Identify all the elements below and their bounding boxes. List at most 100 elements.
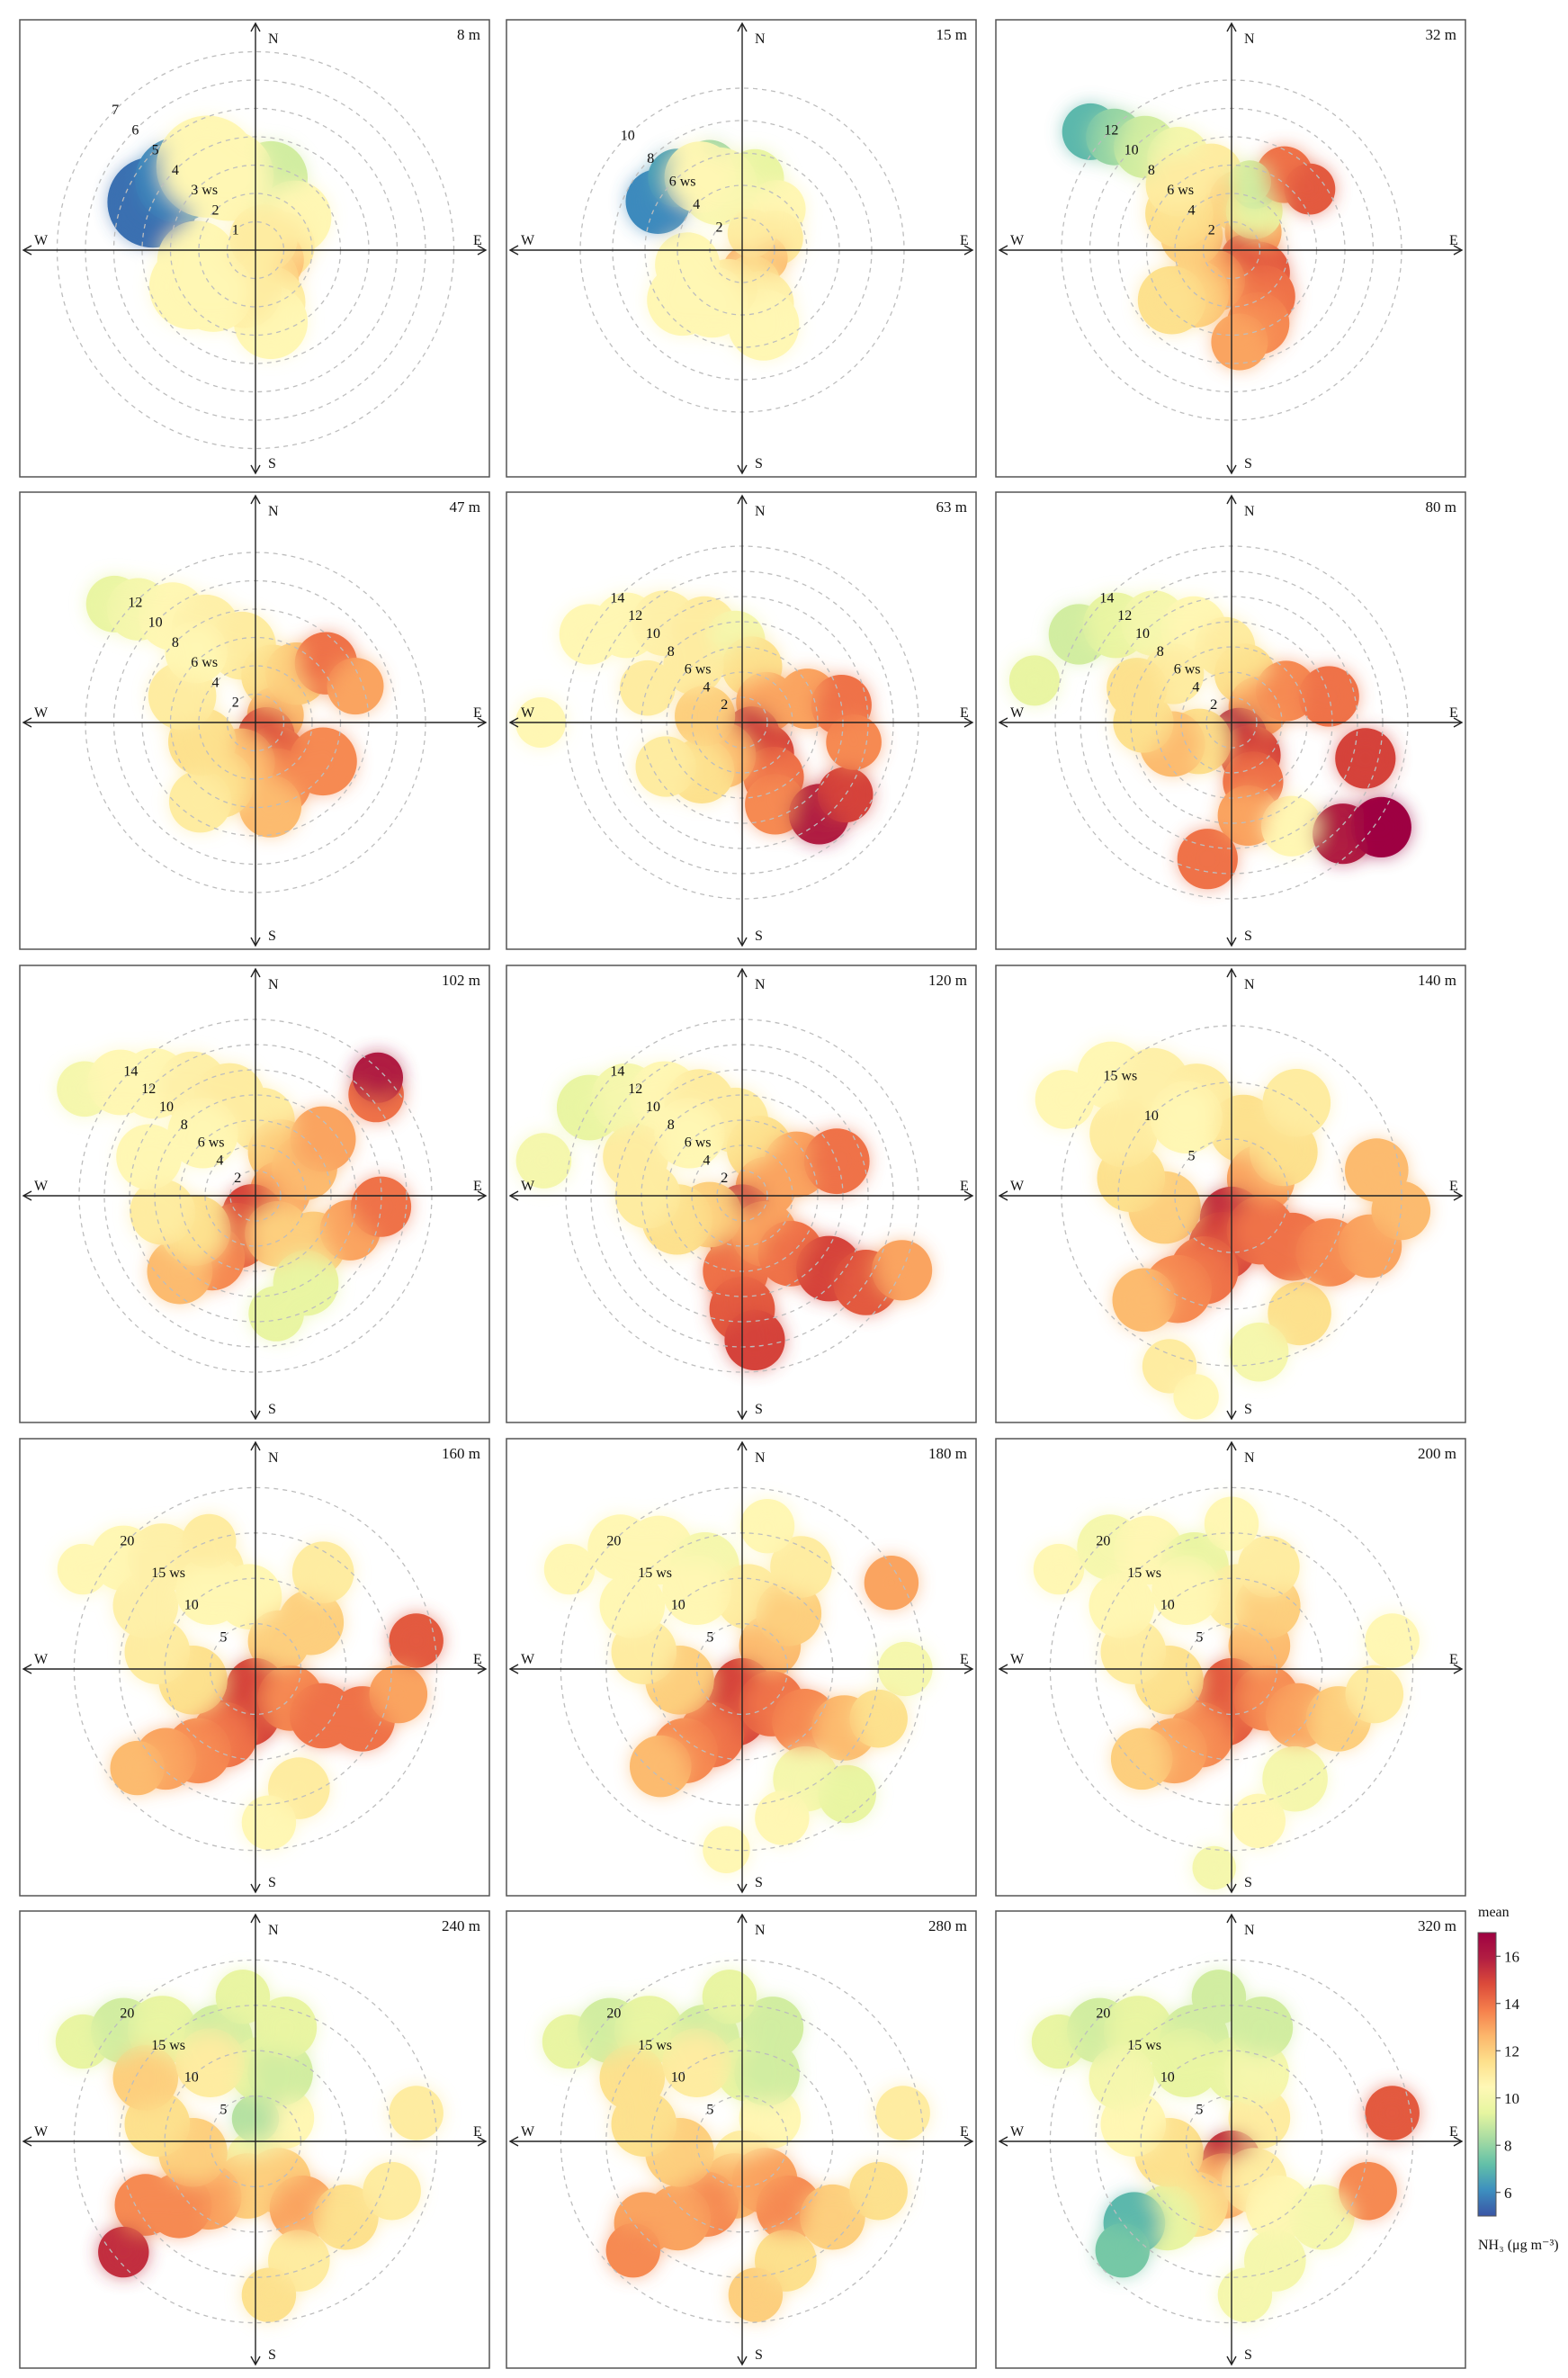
axis-arrowhead	[508, 1190, 519, 1201]
cardinal-label: S	[268, 456, 276, 471]
concentration-surface	[515, 590, 882, 845]
panel-height-label: 80 m	[1426, 498, 1456, 516]
ws-ring-label: 12	[628, 608, 642, 624]
concentration-surface	[57, 1513, 444, 1850]
panel-height-label: 8 m	[457, 26, 480, 43]
cardinal-label: E	[1449, 2124, 1458, 2140]
ws-ring-label: 8	[172, 635, 179, 651]
data-point-smooth	[1149, 157, 1205, 213]
axis-arrowhead	[22, 1664, 32, 1674]
ws-ring-label: 10	[1160, 2070, 1175, 2086]
ws-ring-label: 15 ws	[151, 2038, 185, 2053]
ws-ring-label: 5	[706, 2102, 713, 2117]
cardinal-label: E	[1449, 1652, 1458, 1667]
data-point-smooth	[852, 2165, 905, 2218]
data-point-smooth	[1374, 1184, 1428, 1237]
panel-frame	[506, 1910, 977, 2369]
panel-frame	[506, 491, 977, 950]
cardinal-label: W	[1010, 1179, 1025, 1194]
ws-ring-label: 6 ws	[1174, 662, 1201, 678]
data-point-smooth	[1231, 162, 1269, 202]
panel-height-label: 102 m	[442, 972, 480, 989]
axis-arrowhead	[250, 1440, 261, 1451]
data-point-smooth	[391, 1616, 441, 1665]
ws-ring-label: 6 ws	[198, 1135, 225, 1151]
data-point-smooth	[1116, 1271, 1173, 1329]
colorbar-tick-label: 12	[1504, 2042, 1519, 2059]
ws-ring-label: 12	[128, 595, 142, 610]
data-point-smooth	[118, 2176, 174, 2233]
data-point-smooth	[603, 1575, 662, 1636]
ws-ring-label: 6 ws	[1167, 183, 1194, 198]
ws-ring-label: 15 ws	[1127, 2038, 1161, 2053]
data-point-smooth	[100, 2229, 147, 2275]
ws-ring-label: 4	[1188, 203, 1196, 219]
axis-arrowhead	[477, 2136, 488, 2147]
ws-ring-label: 10	[1124, 143, 1139, 158]
data-point-smooth	[372, 1668, 425, 1720]
data-point-smooth	[608, 2226, 658, 2275]
ws-ring-label: 10	[1135, 626, 1150, 642]
concentration-surface	[107, 115, 332, 360]
cardinal-label: W	[34, 1652, 49, 1667]
panel-height-label: 160 m	[442, 1445, 480, 1462]
axis-arrowhead	[1226, 494, 1237, 505]
data-point-smooth	[1252, 1121, 1314, 1183]
cardinal-label: E	[473, 1179, 482, 1194]
cardinal-label: N	[268, 31, 279, 47]
data-point-smooth	[742, 2090, 798, 2146]
ws-ring-label: 4	[216, 1153, 223, 1168]
cardinal-label: S	[1244, 1875, 1252, 1890]
data-point-smooth	[184, 1516, 234, 1566]
ws-ring-label: 4	[693, 197, 700, 212]
ws-ring-label: 2	[721, 697, 728, 713]
concentration-surface	[1033, 1496, 1420, 1890]
ws-ring-label: 8	[668, 644, 675, 660]
colorbar-tick-label: 8	[1504, 2137, 1512, 2154]
data-point-smooth	[1264, 799, 1319, 854]
cardinal-label: S	[1244, 1402, 1252, 1417]
data-point-smooth	[1234, 1999, 1290, 2056]
axis-arrowhead	[998, 717, 1008, 728]
data-point-smooth	[775, 1749, 836, 1808]
cardinal-label: E	[473, 705, 482, 721]
cardinal-label: N	[1244, 31, 1255, 47]
ws-ring-label: 2	[716, 220, 723, 236]
ws-ring-label: 10	[646, 1099, 660, 1115]
data-point-smooth	[292, 731, 354, 793]
data-point-smooth	[874, 1243, 929, 1298]
data-point-smooth	[737, 2043, 797, 2103]
ws-ring-label: 2	[1210, 697, 1217, 713]
cardinal-label: E	[473, 2124, 482, 2140]
data-point-smooth	[293, 1109, 353, 1169]
data-point-smooth	[1341, 2165, 1394, 2218]
ws-ring-label: 5	[220, 2102, 227, 2117]
colorbar-tick-label: 14	[1504, 1996, 1520, 2013]
axis-arrowhead	[250, 494, 261, 505]
axis-arrowhead	[998, 1190, 1008, 1201]
axis-arrowhead	[963, 2136, 974, 2147]
axis-arrowhead	[250, 1883, 261, 1894]
axis-arrowhead	[250, 22, 261, 32]
data-point-smooth	[1221, 788, 1276, 843]
cardinal-label: S	[755, 2347, 763, 2363]
data-point-smooth	[1180, 831, 1235, 886]
panel-frame	[19, 19, 490, 478]
data-point-smooth	[119, 1127, 179, 1187]
polar-panel: N E S W 15 m 2 4 6 ws 8 10	[506, 19, 977, 478]
panel-height-label: 32 m	[1426, 26, 1456, 43]
cardinal-label: W	[1010, 233, 1025, 248]
cardinal-label: S	[755, 456, 763, 471]
axis-arrowhead	[998, 245, 1008, 256]
ws-ring-label: 10	[1144, 1108, 1159, 1124]
data-point-smooth	[603, 2048, 662, 2108]
data-point-smooth	[866, 1558, 917, 1608]
data-point-smooth	[1092, 1575, 1151, 1636]
data-point-smooth	[316, 2187, 376, 2247]
cardinal-label: E	[960, 1179, 969, 1194]
ws-ring-label: 10	[671, 1598, 685, 1613]
axis-arrowhead	[477, 1190, 488, 1201]
data-point-smooth	[829, 717, 879, 767]
